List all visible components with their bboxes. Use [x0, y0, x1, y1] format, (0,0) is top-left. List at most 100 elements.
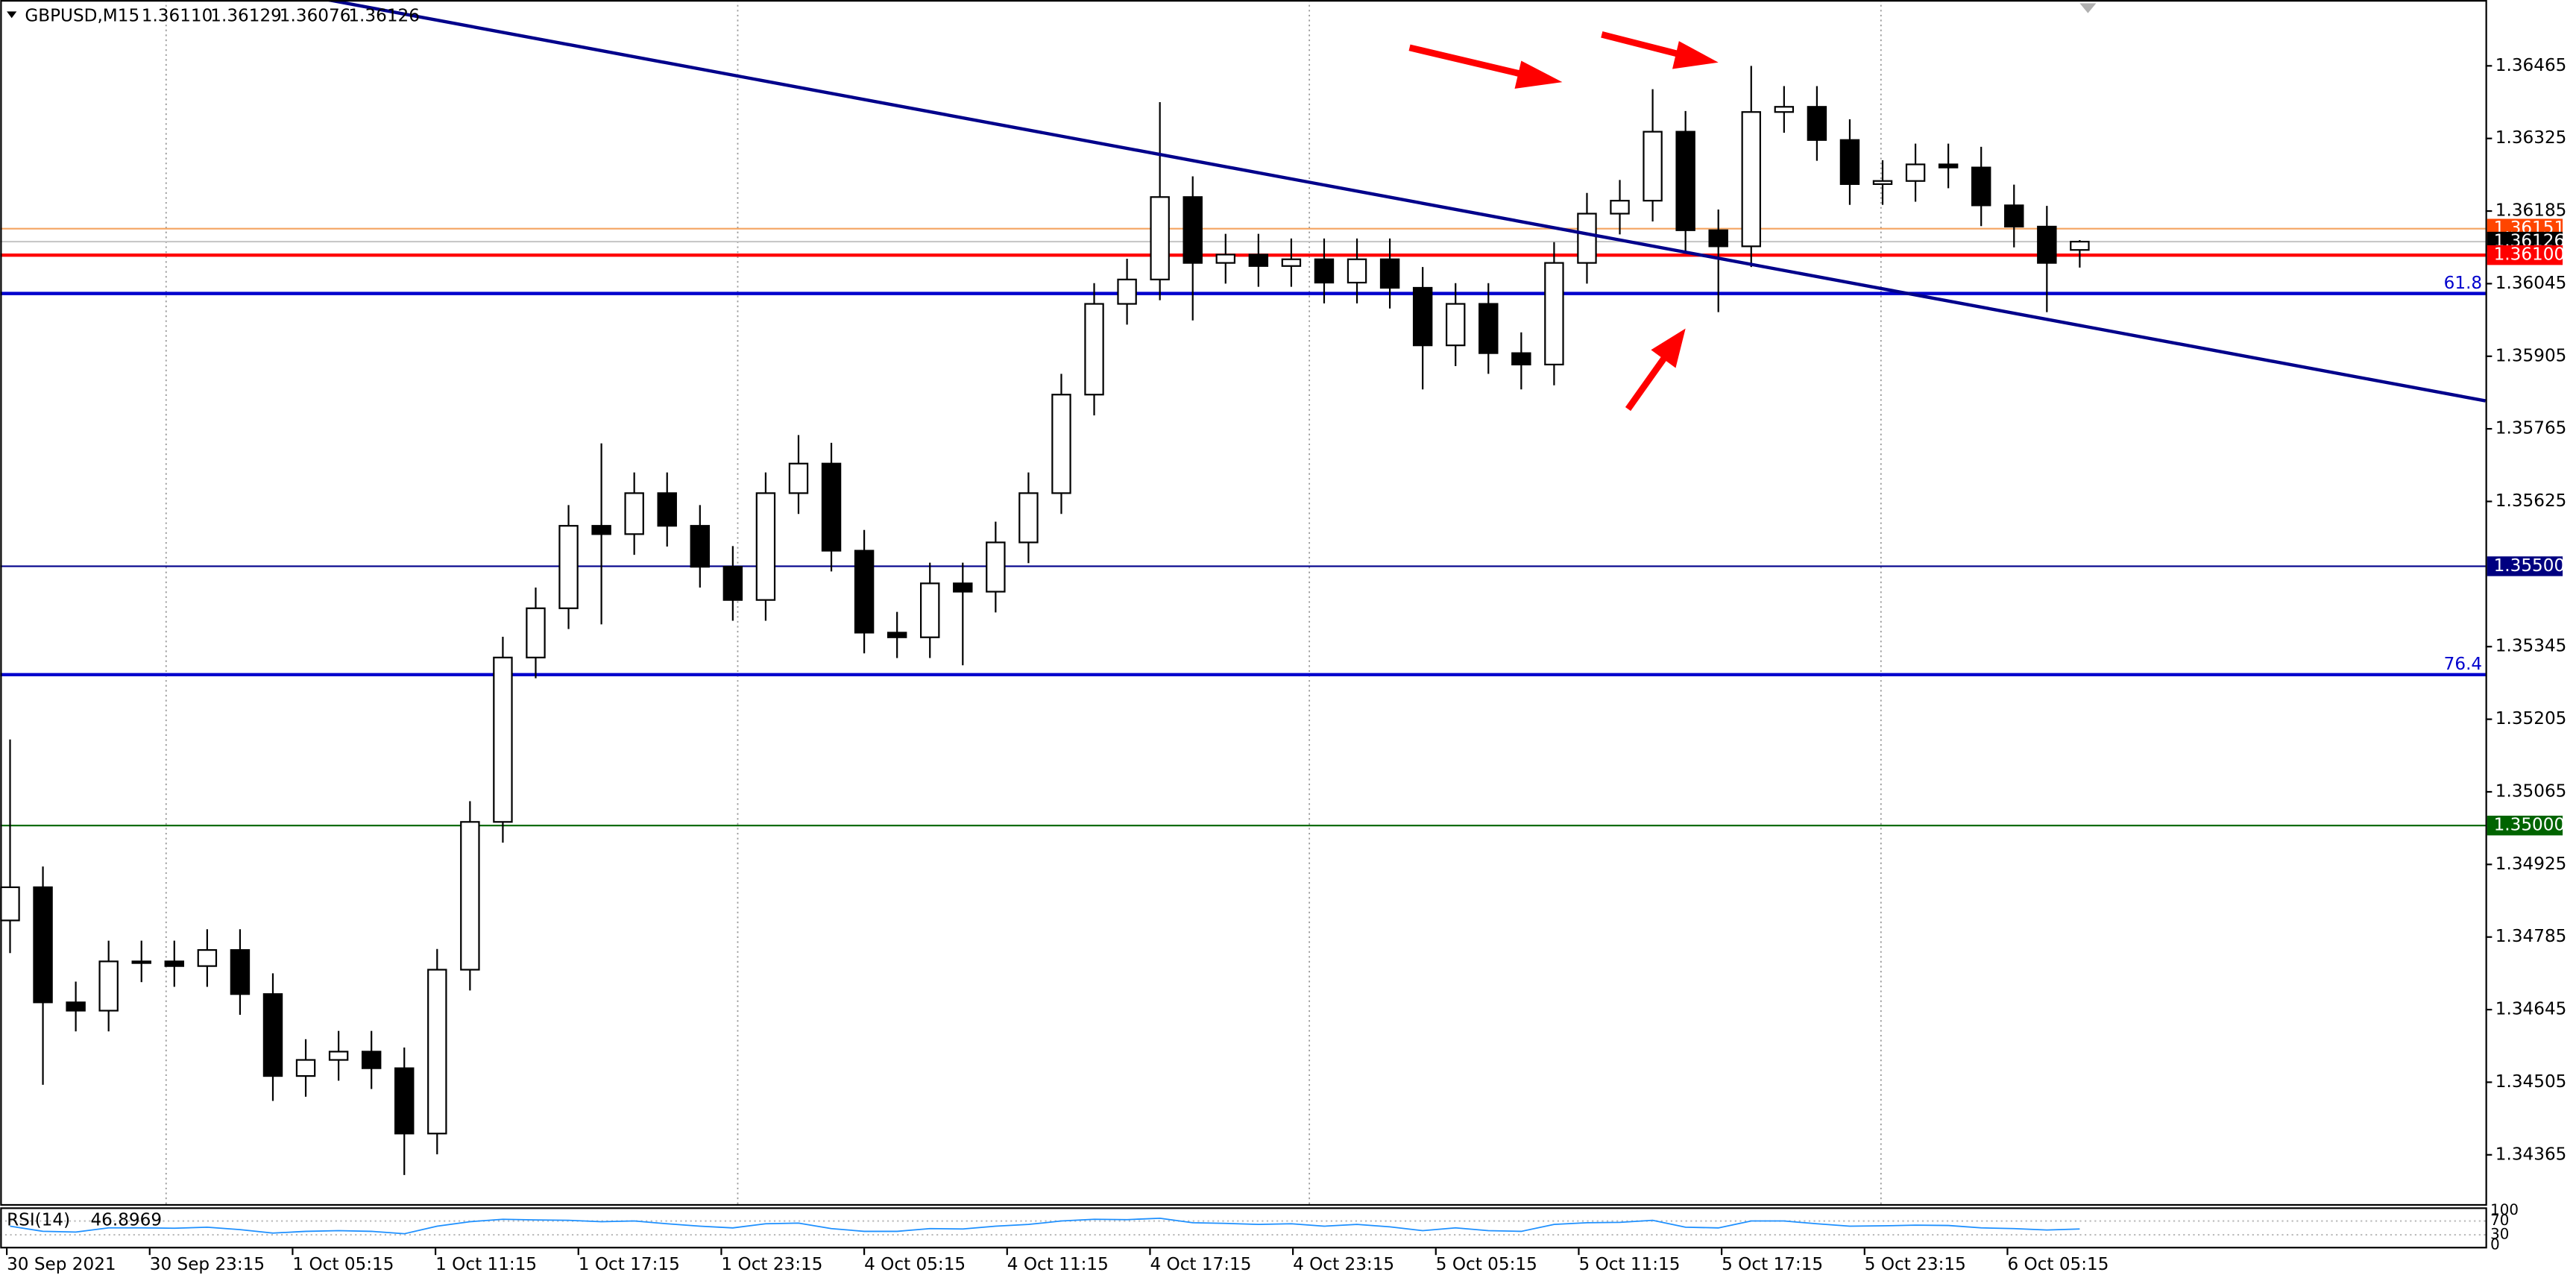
candle-body — [1577, 213, 1597, 264]
y-tick-label: 1.36325 — [2495, 128, 2567, 148]
y-tick-label: 1.35345 — [2495, 637, 2567, 656]
y-tick-label: 1.36185 — [2495, 201, 2567, 221]
candle-body — [1872, 180, 1893, 185]
ohlc-low: 1.36076 — [280, 7, 351, 26]
candle-body — [1938, 163, 1959, 169]
candle-body — [1478, 303, 1499, 354]
candle-body — [722, 566, 743, 601]
candle-body — [887, 632, 907, 638]
x-tick-label: 30 Sep 2021 — [7, 1255, 116, 1274]
candle-body — [1610, 200, 1630, 215]
candle-body — [1675, 130, 1695, 231]
candle-body — [1150, 196, 1170, 280]
rsi-pane-frame — [0, 1207, 2487, 1249]
candle-body — [230, 948, 251, 995]
level-label: 61.8 — [2444, 274, 2483, 293]
candle-body — [526, 607, 546, 658]
x-tick-label: 4 Oct 23:15 — [1293, 1255, 1394, 1274]
candle-body — [361, 1051, 382, 1069]
candle-body — [1379, 258, 1400, 289]
candle-body — [1544, 262, 1564, 366]
candle-body — [2004, 204, 2024, 228]
candle-body — [788, 462, 809, 494]
candle-body — [1018, 492, 1039, 544]
candle-body — [2070, 240, 2090, 251]
arrow — [1408, 44, 1529, 79]
candle-body — [493, 656, 513, 823]
candle-body — [657, 492, 677, 527]
candle-body — [262, 993, 283, 1077]
arrow-head — [1514, 60, 1563, 89]
annotation-arrows — [1408, 31, 1719, 412]
candle-body — [1445, 303, 1466, 347]
y-tick-label: 1.34365 — [2495, 1145, 2567, 1164]
candle-body — [1708, 229, 1728, 248]
x-tick-label: 1 Oct 17:15 — [579, 1255, 680, 1274]
x-tick-label: 30 Sep 23:15 — [150, 1255, 265, 1274]
candle-body — [1314, 258, 1335, 284]
grid-layer — [0, 0, 2486, 1236]
candle-body — [1971, 166, 1991, 207]
candle-body — [460, 821, 480, 971]
level-tag-label: 1.36100 — [2494, 245, 2566, 265]
level-tag — [2487, 815, 2563, 836]
y-tick-label: 1.35765 — [2495, 419, 2567, 438]
candle-body — [1774, 106, 1795, 113]
rsi-tick-label: 0 — [2490, 1235, 2500, 1253]
level-tag-label: 1.35000 — [2494, 816, 2566, 835]
level-label: 76.4 — [2444, 655, 2483, 674]
rsi-line — [10, 1217, 2080, 1235]
candle-body — [1182, 196, 1203, 264]
candle-body — [427, 969, 447, 1135]
candle-body — [1117, 278, 1137, 305]
candle-body — [1839, 139, 1860, 185]
overlay-layer — [10, 0, 2486, 1235]
arrow-head — [1651, 328, 1686, 368]
candle-body — [164, 960, 185, 967]
candle-body — [1051, 394, 1071, 494]
candle-body — [1412, 286, 1433, 347]
candle-body — [953, 582, 973, 593]
candle-body — [197, 948, 218, 967]
symbol-title: GBPUSD,M15 — [25, 7, 139, 26]
ohlc-open: 1.36110 — [142, 7, 213, 26]
candle-body — [690, 525, 711, 568]
trendline — [328, 0, 2486, 403]
x-tick-label: 4 Oct 05:15 — [864, 1255, 966, 1274]
x-tick-label: 1 Oct 05:15 — [292, 1255, 394, 1274]
candle-body — [1347, 258, 1367, 284]
y-tick-label: 1.35065 — [2495, 781, 2567, 801]
candle-body — [1643, 130, 1663, 202]
level-tag-label: 1.35500 — [2494, 556, 2566, 576]
candle-body — [295, 1059, 316, 1077]
candle-body — [986, 541, 1006, 593]
candle-body — [821, 462, 842, 552]
x-tick-label: 4 Oct 11:15 — [1007, 1255, 1109, 1274]
candle-body — [1905, 163, 1926, 182]
y-tick-label: 1.35205 — [2495, 709, 2567, 728]
candle-body — [591, 525, 611, 535]
candle-body — [1281, 258, 1302, 267]
candle-body — [131, 960, 151, 964]
candle-body — [33, 886, 53, 1004]
arrow — [1601, 31, 1687, 60]
candle-body — [1511, 352, 1531, 366]
candle-body — [66, 1001, 86, 1012]
arrow — [1625, 356, 1667, 412]
level-tag — [2487, 556, 2563, 576]
candle-body — [1084, 303, 1104, 396]
candle-body — [98, 960, 119, 1012]
arrow-head — [1672, 41, 1719, 69]
y-tick-label: 1.34505 — [2495, 1072, 2567, 1092]
candle-body — [1248, 254, 1269, 267]
candle-body — [394, 1067, 415, 1135]
level-tag — [2487, 245, 2563, 265]
shift-marker — [2079, 3, 2097, 13]
x-tick-label: 6 Oct 05:15 — [2007, 1255, 2109, 1274]
x-tick-label: 5 Oct 23:15 — [1865, 1255, 1966, 1274]
x-tick-label: 5 Oct 05:15 — [1436, 1255, 1537, 1274]
candle-body — [854, 550, 875, 634]
candle-body — [328, 1051, 349, 1061]
candle-body — [920, 582, 940, 638]
